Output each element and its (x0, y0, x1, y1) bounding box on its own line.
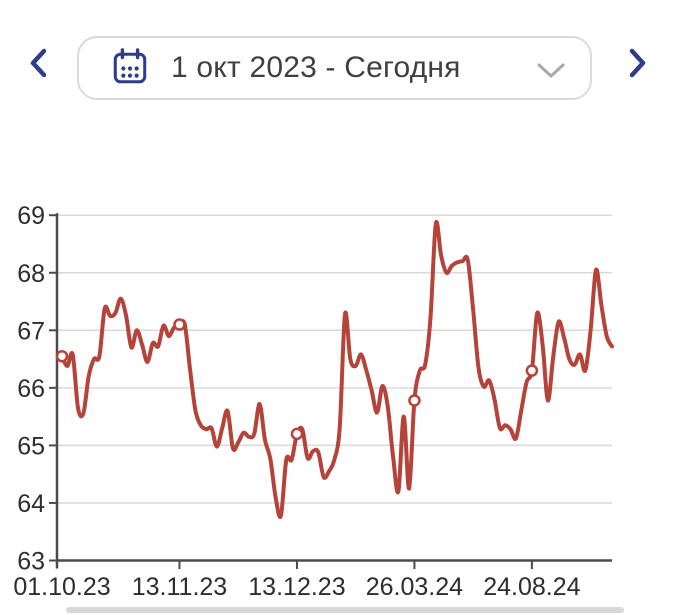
chevron-right-icon (625, 47, 649, 79)
date-range-label: 1 окт 2023 - Сегодня (171, 51, 461, 84)
x-axis-label: 01.10.23 (13, 573, 110, 601)
data-point-marker[interactable] (408, 394, 421, 407)
data-point-marker[interactable] (525, 364, 539, 377)
period-selector-bar: 1 окт 2023 - Сегодня (0, 0, 680, 140)
x-axis-label: 24.08.24 (483, 573, 580, 601)
next-period-button[interactable] (616, 42, 658, 84)
data-point-marker[interactable] (55, 349, 69, 363)
x-axis-label: 26.03.24 (366, 573, 463, 601)
y-axis-label: 67 (17, 317, 45, 345)
y-axis-label: 63 (17, 548, 45, 576)
y-axis-label: 65 (17, 432, 45, 460)
data-point-marker[interactable] (290, 427, 304, 441)
x-axis-label: 13.12.23 (248, 573, 345, 601)
chevron-left-icon (27, 47, 51, 79)
chevron-down-icon (536, 62, 566, 80)
y-axis-label: 68 (17, 260, 45, 288)
horizontal-scrollbar[interactable] (66, 607, 624, 613)
previous-period-button[interactable] (18, 42, 60, 84)
calendar-icon (111, 47, 149, 89)
date-range-selector[interactable]: 1 окт 2023 - Сегодня (77, 36, 592, 100)
y-axis-label: 69 (17, 202, 45, 230)
y-axis-label: 64 (17, 490, 45, 518)
y-axis-label: 66 (17, 375, 45, 403)
rate-line (60, 219, 614, 519)
x-axis-label: 13.11.23 (132, 573, 227, 601)
chart-area[interactable]: 69 68 67 66 65 64 63 01.10.23 13.11.23 13.12.23 26… (0, 185, 680, 615)
data-point-marker[interactable] (173, 318, 186, 331)
